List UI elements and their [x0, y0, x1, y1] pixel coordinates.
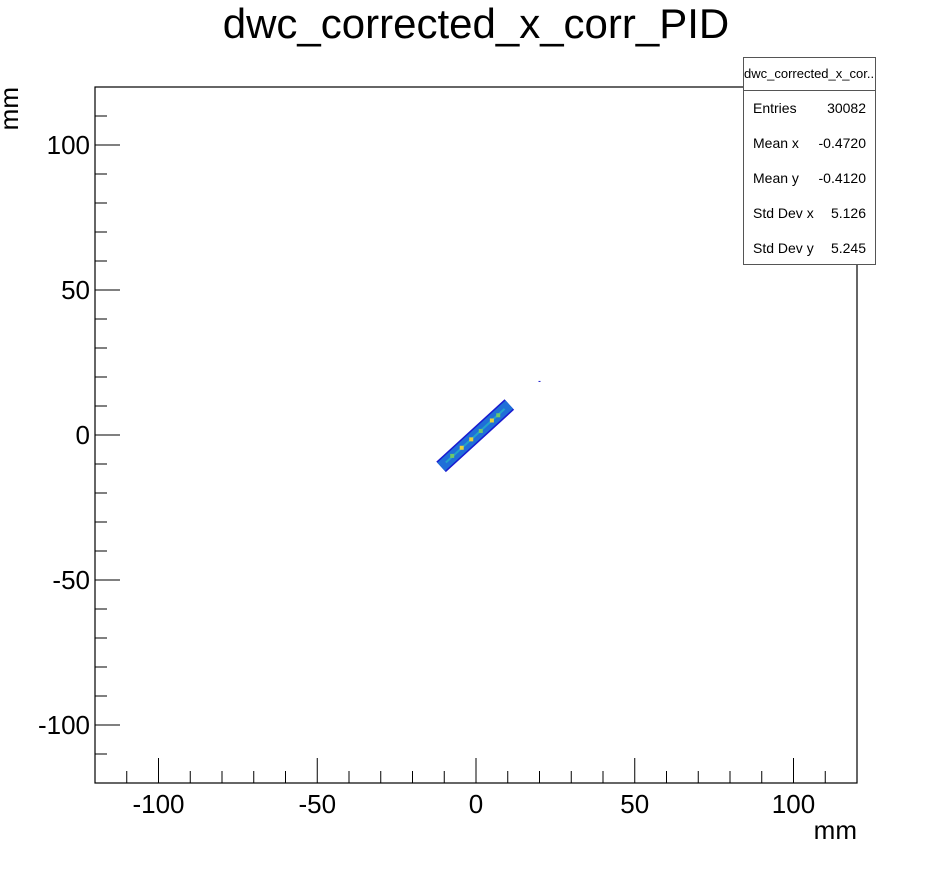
heatmap-hotspot [478, 428, 483, 433]
heatmap-hotspot [489, 418, 494, 423]
heatmap-hotspot [496, 413, 501, 418]
stats-title: dwc_corrected_x_cor... [744, 58, 875, 91]
y-tick-label: -100 [38, 710, 90, 740]
x-axis-label: mm [814, 815, 857, 845]
chart-title: dwc_corrected_x_corr_PID [223, 0, 730, 47]
stats-value: -0.4720 [818, 135, 866, 151]
stats-label: Mean x [753, 135, 799, 151]
stats-value: 5.126 [830, 205, 866, 221]
stats-row: Mean y -0.4120 [744, 161, 875, 196]
stats-label: Mean y [753, 170, 799, 186]
stats-label: Std Dev y [753, 240, 814, 256]
heatmap-hotspot [450, 453, 455, 458]
x-tick-label: 50 [620, 789, 649, 819]
y-tick-label: 0 [76, 420, 90, 450]
stats-value: 30082 [827, 100, 866, 116]
plot-area [436, 380, 541, 473]
stats-row: Mean x -0.4720 [744, 126, 875, 161]
heatmap-stray-point [538, 380, 541, 382]
x-tick-label: -50 [298, 789, 336, 819]
stats-value: -0.4120 [818, 170, 866, 186]
stats-row: Std Dev y 5.245 [744, 231, 875, 266]
x-tick-label: -100 [132, 789, 184, 819]
stats-value: 5.245 [830, 240, 866, 256]
x-axis: -100 -50 0 50 100 [126, 758, 826, 819]
y-tick-label: -50 [52, 565, 90, 595]
x-tick-label: 0 [469, 789, 483, 819]
stats-row: Entries 30082 [744, 91, 875, 126]
y-axis-label: mm [0, 87, 24, 130]
heatmap-band-core [445, 408, 506, 464]
heatmap-hotspot [459, 445, 464, 450]
stats-label: Entries [753, 100, 797, 116]
y-axis: 100 50 0 -50 -100 [38, 115, 120, 755]
y-tick-label: 100 [47, 130, 90, 160]
stats-label: Std Dev x [753, 205, 814, 221]
stats-row: Std Dev x 5.126 [744, 196, 875, 231]
stats-box: dwc_corrected_x_cor... Entries 30082 Mean … [743, 57, 876, 265]
heatmap-hotspot [469, 437, 474, 442]
x-tick-label: 100 [772, 789, 815, 819]
y-tick-label: 50 [61, 275, 90, 305]
stats-rows: Entries 30082 Mean x -0.4720 Mean y -0.4120 St… [744, 91, 875, 266]
